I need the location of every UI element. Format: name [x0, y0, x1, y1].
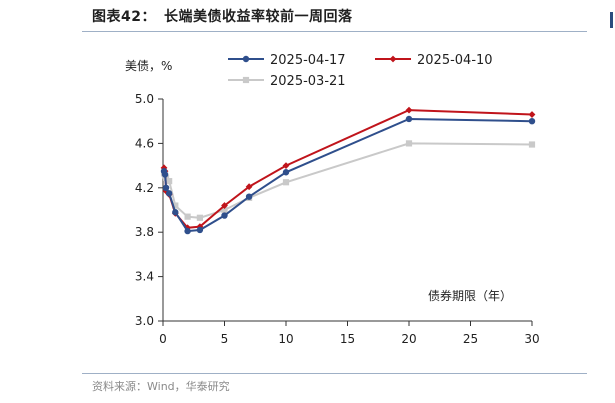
- data-point: [196, 226, 204, 234]
- y-tick-label: 3.8: [135, 225, 154, 239]
- y-tick-label: 3.4: [135, 270, 154, 284]
- x-tick-label: 0: [159, 332, 167, 346]
- legend-entry: 2025-03-21: [228, 74, 346, 89]
- data-point: [528, 141, 536, 148]
- series-2025-04-17: [160, 115, 536, 235]
- series-line: [163, 117, 533, 233]
- data-point: [245, 193, 253, 200]
- x-tick-label: 25: [463, 332, 478, 346]
- source-note: 资料来源：Wind，华泰研究: [92, 380, 230, 393]
- data-point: [282, 179, 290, 186]
- data-point: [184, 224, 191, 232]
- legend-swatch-marker: [242, 55, 250, 63]
- x-axis-label: 债券期限（年）: [428, 288, 512, 303]
- chart-legend: 2025-04-17 2025-04-10 2025-03-21: [228, 53, 493, 89]
- data-point: [196, 214, 203, 221]
- data-point: [165, 190, 173, 197]
- data-point: [405, 140, 413, 147]
- x-tick-label: 20: [401, 332, 416, 346]
- data-point: [245, 183, 253, 191]
- adjacent-panel-edge: [610, 12, 613, 28]
- chart-axes: 3.0 3.4 3.8 4.2 4.6 5.0 0 5 10 15 20 25 30: [135, 92, 540, 346]
- data-point: [184, 227, 191, 235]
- figure-header: 图表42： 长端美债收益率较前一周回落: [92, 6, 352, 26]
- legend-label: 2025-03-21: [270, 74, 346, 89]
- y-axis-label: 美债，%: [125, 59, 172, 73]
- figure-title: 长端美债收益率较前一周回落: [163, 9, 353, 25]
- header-divider: [82, 31, 587, 32]
- legend-label: 2025-04-10: [417, 53, 493, 68]
- x-tick-label: 30: [524, 332, 539, 346]
- series-2025-04-10: [160, 106, 536, 232]
- y-tick-label: 3.0: [135, 314, 154, 328]
- data-point: [221, 212, 228, 219]
- figure-label: 图表42：: [92, 9, 156, 25]
- x-tick-label: 10: [278, 332, 293, 346]
- data-point: [282, 169, 290, 176]
- legend-entry: 2025-04-10: [375, 53, 493, 68]
- series-2025-03-21: [160, 140, 536, 221]
- data-point: [405, 106, 413, 114]
- x-tick-label: 15: [340, 332, 355, 346]
- y-tick-label: 5.0: [135, 92, 154, 106]
- data-point: [528, 111, 536, 118]
- data-point: [221, 206, 228, 214]
- legend-swatch-marker: [242, 76, 250, 84]
- data-point: [172, 209, 179, 216]
- data-point: [282, 162, 290, 169]
- legend-label: 2025-04-17: [270, 53, 346, 68]
- series-line: [163, 109, 533, 229]
- data-point: [162, 187, 170, 195]
- data-point: [172, 202, 179, 209]
- legend-entry: 2025-04-17: [228, 53, 346, 68]
- data-point: [405, 115, 413, 123]
- y-tick-label: 4.6: [135, 136, 154, 150]
- data-point: [161, 171, 169, 178]
- x-tick-label: 5: [221, 332, 229, 346]
- data-point: [184, 213, 191, 220]
- series-line: [163, 142, 533, 219]
- footer-divider: [82, 373, 587, 374]
- series-layer: [160, 106, 536, 235]
- data-point: [196, 223, 204, 231]
- data-point: [221, 202, 228, 209]
- y-tick-label: 4.2: [135, 181, 154, 195]
- legend-swatch-marker: [389, 55, 397, 63]
- data-point: [166, 178, 173, 185]
- data-point: [528, 118, 536, 125]
- data-point: [162, 184, 170, 191]
